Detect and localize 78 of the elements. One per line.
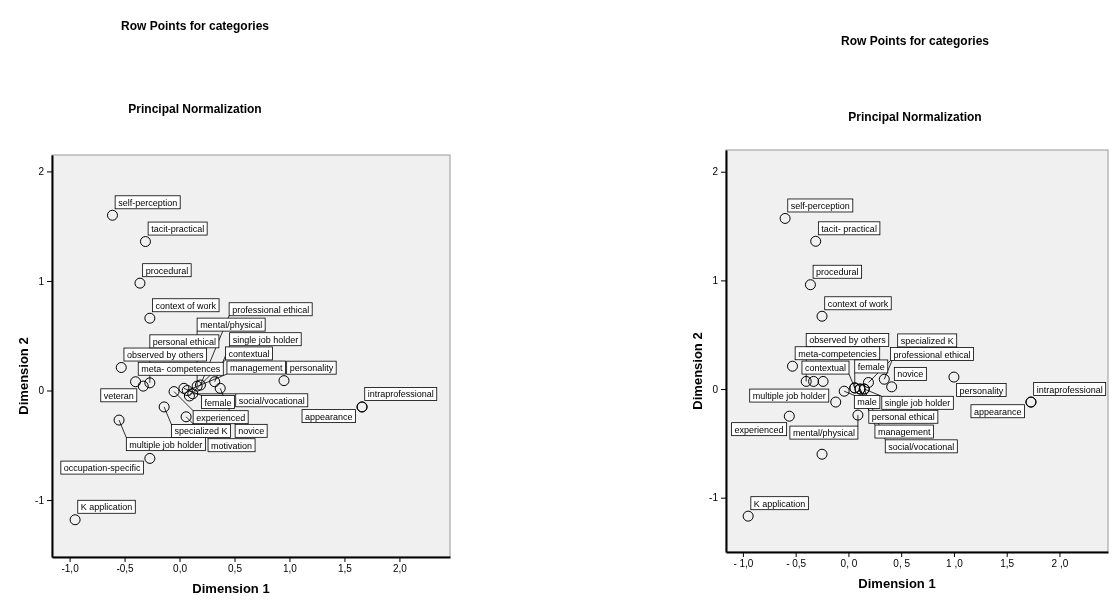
y-tick-label: 1	[712, 275, 719, 287]
data-label: K application	[80, 502, 133, 513]
y-tick-label: 0	[38, 385, 45, 397]
x-tick-label: -1,0	[61, 563, 80, 575]
x-tick-label: - 1,0	[733, 558, 754, 570]
data-label: single job holder	[232, 334, 299, 345]
y-axis-title: Dimension 2	[690, 332, 705, 410]
data-label: mental/physical	[200, 320, 263, 331]
data-label: self-perception	[118, 197, 178, 208]
data-label: meta- competences	[141, 364, 221, 375]
data-label: appearance	[973, 406, 1022, 417]
data-label: personality	[959, 385, 1004, 396]
data-label: motivation	[211, 440, 253, 451]
data-label: tacit- practical	[821, 223, 877, 234]
data-label: context of work	[827, 298, 889, 309]
data-label: veteran	[103, 390, 134, 401]
x-tick-label: -0,5	[116, 563, 135, 575]
data-label: specialized K	[174, 426, 228, 437]
data-label: intraprofessional	[367, 389, 434, 400]
data-label: meta-competencies	[798, 348, 878, 359]
x-axis-title: Dimension 1	[192, 581, 270, 596]
data-label: observed by others	[126, 350, 204, 361]
y-tick-label: 2	[712, 166, 719, 178]
chart-title: Row Points for categories	[120, 19, 270, 33]
data-label: contextual	[804, 363, 846, 374]
chart-subtitle: Principal Normalization	[848, 110, 982, 124]
data-label: female	[204, 397, 232, 408]
y-tick-label: -1	[35, 494, 45, 506]
x-tick-label: 1,0	[283, 563, 298, 575]
data-label: self-perception	[790, 200, 850, 211]
x-tick-label: 1,5	[1000, 558, 1015, 570]
data-label: management	[877, 427, 931, 438]
x-tick-label: 0,5	[228, 563, 243, 575]
x-tick-label: 1,5	[338, 563, 353, 575]
y-tick-label: -1	[709, 492, 719, 504]
y-axis-title: Dimension 2	[16, 337, 31, 415]
x-tick-label: 1 ,0	[946, 558, 964, 570]
data-label: observed by others	[809, 335, 887, 346]
x-tick-label: 0,0	[173, 563, 188, 575]
data-label: K application	[753, 498, 806, 509]
data-label: multiple job holder	[129, 439, 203, 450]
data-label: experienced	[196, 412, 246, 423]
data-label: context of work	[155, 300, 217, 311]
y-tick-label: 2	[38, 166, 45, 178]
y-tick-label: 1	[38, 275, 45, 287]
data-label: procedural	[816, 267, 859, 278]
data-label: personality	[289, 363, 334, 374]
x-tick-label: 2,0	[392, 563, 408, 575]
data-label: mental/physical	[792, 428, 855, 439]
data-label: appearance	[305, 411, 353, 422]
chart-title: Row Points for categories	[840, 34, 990, 48]
data-label: professional ethical	[232, 304, 310, 315]
x-axis-title: Dimension 1	[858, 576, 936, 591]
y-tick-label: 0	[712, 383, 719, 395]
data-label: experienced	[734, 424, 784, 435]
data-label: personal ethical	[871, 412, 935, 423]
data-label: procedural	[145, 265, 189, 276]
data-label: multiple job holder	[752, 391, 826, 402]
x-tick-label: 2 ,0	[1051, 558, 1069, 570]
data-label: social/vocational	[238, 395, 305, 406]
x-tick-label: 0, 0	[840, 558, 858, 570]
x-tick-label: 0, 5	[893, 558, 911, 570]
data-label: specialized K	[900, 335, 954, 346]
data-label: tacit-practical	[151, 224, 205, 235]
data-label: female	[857, 361, 885, 372]
data-label: social/vocational	[888, 441, 955, 452]
x-tick-label: - 0,5	[786, 558, 807, 570]
data-label: professional ethical	[893, 349, 971, 360]
data-label: contextual	[228, 348, 270, 359]
data-label: novice	[238, 426, 265, 437]
data-label: novice	[897, 369, 924, 380]
data-label: management	[229, 363, 283, 374]
data-label: single job holder	[884, 398, 951, 409]
data-label: male	[857, 397, 877, 408]
data-label: occupation-specific	[63, 463, 141, 474]
data-label: intraprofessional	[1036, 384, 1103, 395]
chart-subtitle: Principal Normalization	[128, 102, 262, 116]
data-label: personal ethical	[152, 336, 216, 347]
